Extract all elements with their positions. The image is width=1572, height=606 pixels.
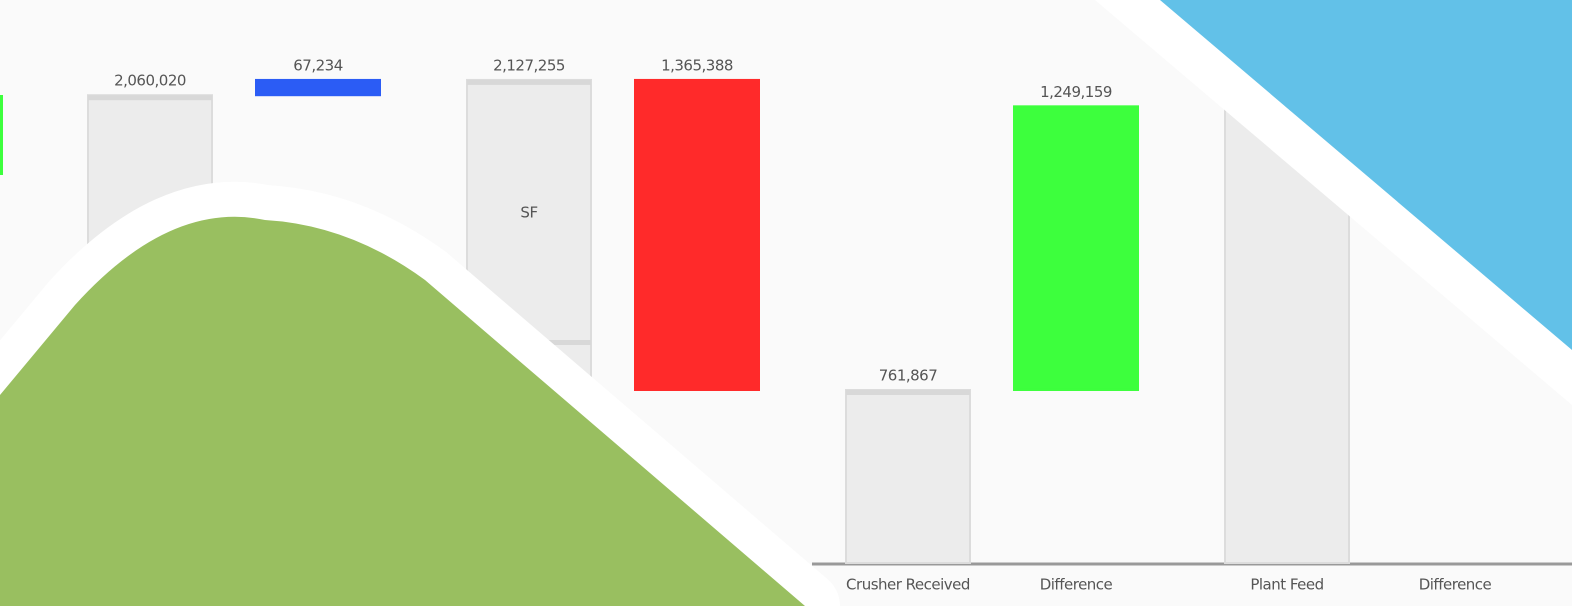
annotation: SF [520,204,537,222]
value-label: 1,249,159 [1040,83,1112,101]
x-tick-label: Crusher Received [846,576,970,594]
value-label: 761,867 [879,366,938,384]
bar-cap [467,80,591,85]
x-tick-label: Difference [1419,576,1492,594]
screen: 2,060,020 67,234 2,127,255 1,365,388 Crusher… [0,0,1572,606]
cut-off-bar [0,95,3,175]
value-label: 1,365,388 [661,56,733,74]
x-tick-label: Plant Feed [1250,576,1323,594]
x-tick-label: Difference [1040,576,1113,594]
bar [635,80,759,390]
bar [256,80,380,95]
value-label: 67,234 [293,56,343,74]
bar [846,390,970,563]
bar-cap [846,390,970,395]
value-label: 2,060,020 [114,72,186,90]
value-label: 2,127,255 [493,56,565,74]
bar [1014,106,1138,390]
bar-cap [88,95,212,100]
